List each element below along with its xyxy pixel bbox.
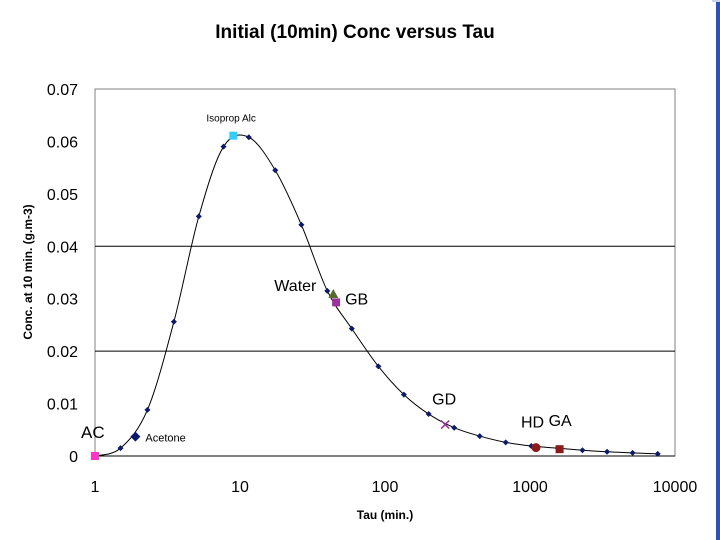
data-point	[245, 134, 252, 141]
point-label-gd: GD	[432, 392, 456, 409]
data-point	[144, 406, 151, 413]
data-point	[348, 325, 355, 332]
y-tick-label: 0	[69, 449, 78, 466]
marker-hd	[531, 443, 541, 453]
data-point	[220, 143, 227, 150]
data-point	[298, 221, 305, 228]
y-tick-label: 0.07	[47, 82, 78, 99]
data-point	[195, 213, 202, 220]
marker-gb	[332, 298, 341, 307]
y-tick-label: 0.06	[47, 134, 78, 151]
point-label-water: Water	[274, 278, 317, 295]
data-point	[502, 439, 509, 446]
x-tick-label: 1000	[512, 479, 548, 496]
data-point	[604, 448, 611, 455]
point-label-gb: GB	[345, 291, 368, 308]
x-tick-label: 1	[91, 479, 100, 496]
data-point	[400, 391, 407, 398]
y-axis-ticks: 0 0.01 0.02 0.03 0.04 0.05 0.06 0.07	[47, 82, 78, 466]
x-axis-ticks: 1 10 100 1000 10000	[91, 479, 698, 496]
data-point	[272, 167, 279, 174]
x-axis-label: Tau (min.)	[357, 508, 413, 522]
marker-acetone	[130, 431, 141, 442]
labeled-points-layer: AC Acetone Isoprop Alc Water GB GD HD GA	[81, 114, 572, 460]
plot-area	[94, 88, 676, 457]
marker-isoprop-alc	[229, 131, 238, 140]
x-tick-label: 10	[231, 479, 249, 496]
y-tick-label: 0.04	[47, 239, 78, 256]
chart-title: Initial (10min) Conc versus Tau	[215, 22, 494, 43]
marker-ga	[555, 445, 564, 454]
marker-gd	[440, 420, 450, 430]
data-point	[476, 433, 483, 440]
data-point	[425, 411, 432, 418]
y-axis-label: Conc. at 10 min. (g.m-3)	[21, 204, 35, 339]
data-point	[579, 447, 586, 454]
point-label-ga: GA	[549, 413, 572, 430]
y-tick-label: 0.03	[47, 292, 78, 309]
point-label-isoprop-alc: Isoprop Alc	[206, 114, 255, 125]
point-label-acetone: Acetone	[145, 433, 185, 445]
plot-frame	[94, 88, 676, 457]
data-point	[375, 363, 382, 370]
data-point	[451, 424, 458, 431]
data-point	[324, 287, 331, 294]
window-edge	[716, 0, 720, 540]
y-tick-label: 0.01	[47, 397, 78, 414]
data-point	[170, 318, 177, 325]
x-tick-label: 10000	[653, 479, 698, 496]
marker-ac	[91, 452, 99, 460]
window-edge-highlight	[712, 0, 720, 2]
marker-water	[328, 288, 339, 298]
data-point	[654, 450, 661, 457]
point-label-ac: AC	[81, 423, 105, 442]
y-tick-label: 0.02	[47, 344, 78, 361]
data-point	[117, 445, 124, 452]
point-label-hd: HD	[521, 415, 544, 432]
y-tick-label: 0.05	[47, 187, 78, 204]
x-tick-label: 100	[372, 479, 399, 496]
data-point	[629, 449, 636, 456]
